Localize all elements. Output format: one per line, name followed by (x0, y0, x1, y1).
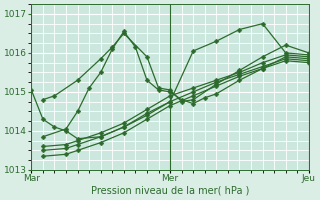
X-axis label: Pression niveau de la mer( hPa ): Pression niveau de la mer( hPa ) (91, 186, 249, 196)
